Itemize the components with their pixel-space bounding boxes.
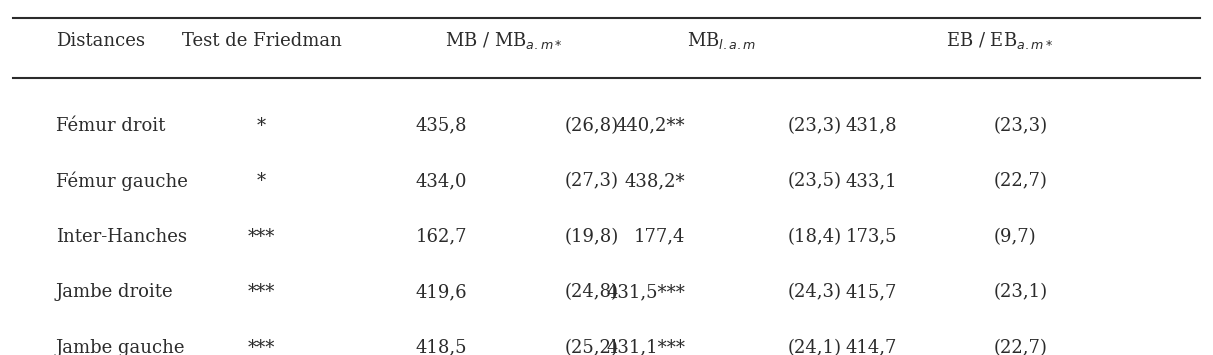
Text: (23,5): (23,5) — [788, 172, 842, 190]
Text: 414,7: 414,7 — [845, 339, 896, 355]
Text: (9,7): (9,7) — [993, 228, 1036, 246]
Text: (23,3): (23,3) — [993, 116, 1048, 135]
Text: Jambe gauche: Jambe gauche — [56, 339, 186, 355]
Text: ***: *** — [247, 283, 275, 301]
Text: Jambe droite: Jambe droite — [56, 283, 173, 301]
Text: 440,2**: 440,2** — [615, 116, 685, 135]
Text: Test de Friedman: Test de Friedman — [182, 32, 342, 50]
Text: (24,1): (24,1) — [788, 339, 842, 355]
Text: (22,7): (22,7) — [993, 172, 1048, 190]
Text: *: * — [257, 116, 266, 135]
Text: 438,2*: 438,2* — [625, 172, 685, 190]
Text: 415,7: 415,7 — [845, 283, 896, 301]
Text: EB / EB$_{a.m*}$: EB / EB$_{a.m*}$ — [946, 30, 1053, 51]
Text: MB / MB$_{a.m*}$: MB / MB$_{a.m*}$ — [445, 30, 563, 51]
Text: 431,5***: 431,5*** — [606, 283, 685, 301]
Text: (24,8): (24,8) — [564, 283, 619, 301]
Text: 434,0: 434,0 — [416, 172, 467, 190]
Text: Fémur droit: Fémur droit — [56, 116, 165, 135]
Text: MB$_{l.a.m}$: MB$_{l.a.m}$ — [687, 30, 756, 51]
Text: 162,7: 162,7 — [416, 228, 467, 246]
Text: *: * — [257, 172, 266, 190]
Text: (19,8): (19,8) — [564, 228, 619, 246]
Text: 173,5: 173,5 — [845, 228, 896, 246]
Text: (23,3): (23,3) — [788, 116, 842, 135]
Text: (24,3): (24,3) — [788, 283, 842, 301]
Text: ***: *** — [247, 339, 275, 355]
Text: (18,4): (18,4) — [788, 228, 842, 246]
Text: (22,7): (22,7) — [993, 339, 1048, 355]
Text: 431,1***: 431,1*** — [606, 339, 685, 355]
Text: 435,8: 435,8 — [416, 116, 467, 135]
Text: Inter-Hanches: Inter-Hanches — [56, 228, 187, 246]
Text: (26,8): (26,8) — [564, 116, 619, 135]
Text: 418,5: 418,5 — [416, 339, 467, 355]
Text: Distances: Distances — [56, 32, 144, 50]
Text: (23,1): (23,1) — [993, 283, 1048, 301]
Text: 177,4: 177,4 — [633, 228, 685, 246]
Text: 419,6: 419,6 — [416, 283, 467, 301]
Text: (27,3): (27,3) — [564, 172, 619, 190]
Text: Fémur gauche: Fémur gauche — [56, 171, 188, 191]
Text: 433,1: 433,1 — [845, 172, 896, 190]
Text: ***: *** — [247, 228, 275, 246]
Text: 431,8: 431,8 — [845, 116, 896, 135]
Text: (25,2): (25,2) — [564, 339, 617, 355]
